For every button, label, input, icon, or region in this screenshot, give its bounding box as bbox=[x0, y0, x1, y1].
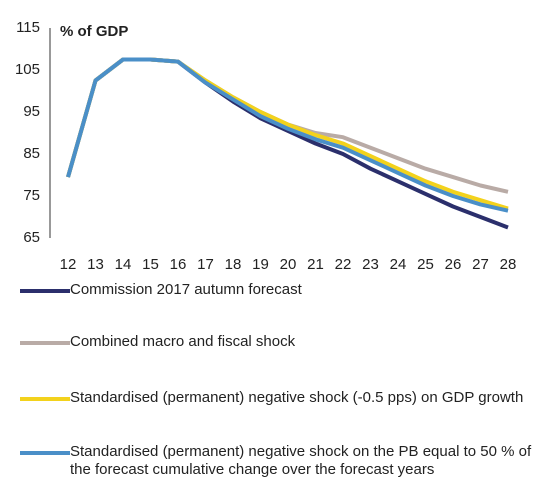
x-tick-label: 21 bbox=[307, 256, 324, 273]
legend-item: Commission 2017 autumn forecast bbox=[20, 281, 540, 299]
legend-label: Standardised (permanent) negative shock … bbox=[70, 389, 524, 406]
x-tick-label: 13 bbox=[87, 256, 104, 273]
y-tick-label: 105 bbox=[15, 61, 40, 78]
x-tick-label: 16 bbox=[170, 256, 187, 273]
y-tick-label: 75 bbox=[23, 187, 40, 204]
legend-swatch bbox=[20, 397, 70, 401]
legend-label: Combined macro and fiscal shock bbox=[70, 333, 296, 350]
series-line bbox=[66, 57, 509, 213]
x-tick-label: 14 bbox=[115, 256, 132, 273]
legend-label: Standardised (permanent) negative shock … bbox=[70, 443, 532, 478]
x-tick-label: 22 bbox=[335, 256, 352, 273]
x-tick-label: 23 bbox=[362, 256, 379, 273]
series-line bbox=[66, 57, 509, 230]
legend-item: Combined macro and fiscal shock bbox=[20, 333, 540, 351]
x-tick-label: 27 bbox=[472, 256, 489, 273]
chart-subtitle: % of GDP bbox=[60, 23, 128, 40]
legend-item: Standardised (permanent) negative shock … bbox=[20, 443, 540, 479]
x-tick-label: 18 bbox=[225, 256, 242, 273]
x-tick-label: 15 bbox=[142, 256, 159, 273]
y-tick-label: 95 bbox=[23, 103, 40, 120]
y-tick-label: 115 bbox=[16, 19, 40, 36]
x-tick-label: 20 bbox=[280, 256, 297, 273]
x-tick-label: 28 bbox=[500, 256, 517, 273]
chart: % of GDP 65 75 85 95 105 115 12 13 14 15 16 17 18 19 2… bbox=[15, 19, 517, 273]
x-tick-label: 17 bbox=[197, 256, 214, 273]
legend-swatch bbox=[20, 451, 70, 455]
legend-swatch bbox=[20, 289, 70, 293]
series-line bbox=[66, 57, 509, 211]
x-tick-label: 24 bbox=[390, 256, 407, 273]
legend-label: Commission 2017 autumn forecast bbox=[70, 281, 302, 298]
y-tick-label: 85 bbox=[23, 145, 40, 162]
legend-swatch bbox=[20, 341, 70, 345]
x-tick-label: 19 bbox=[252, 256, 269, 273]
legend-item: Standardised (permanent) negative shock … bbox=[20, 389, 540, 407]
y-tick-label: 65 bbox=[23, 229, 40, 246]
x-tick-label: 12 bbox=[60, 256, 77, 273]
x-tick-label: 25 bbox=[417, 256, 434, 273]
x-tick-label: 26 bbox=[445, 256, 462, 273]
